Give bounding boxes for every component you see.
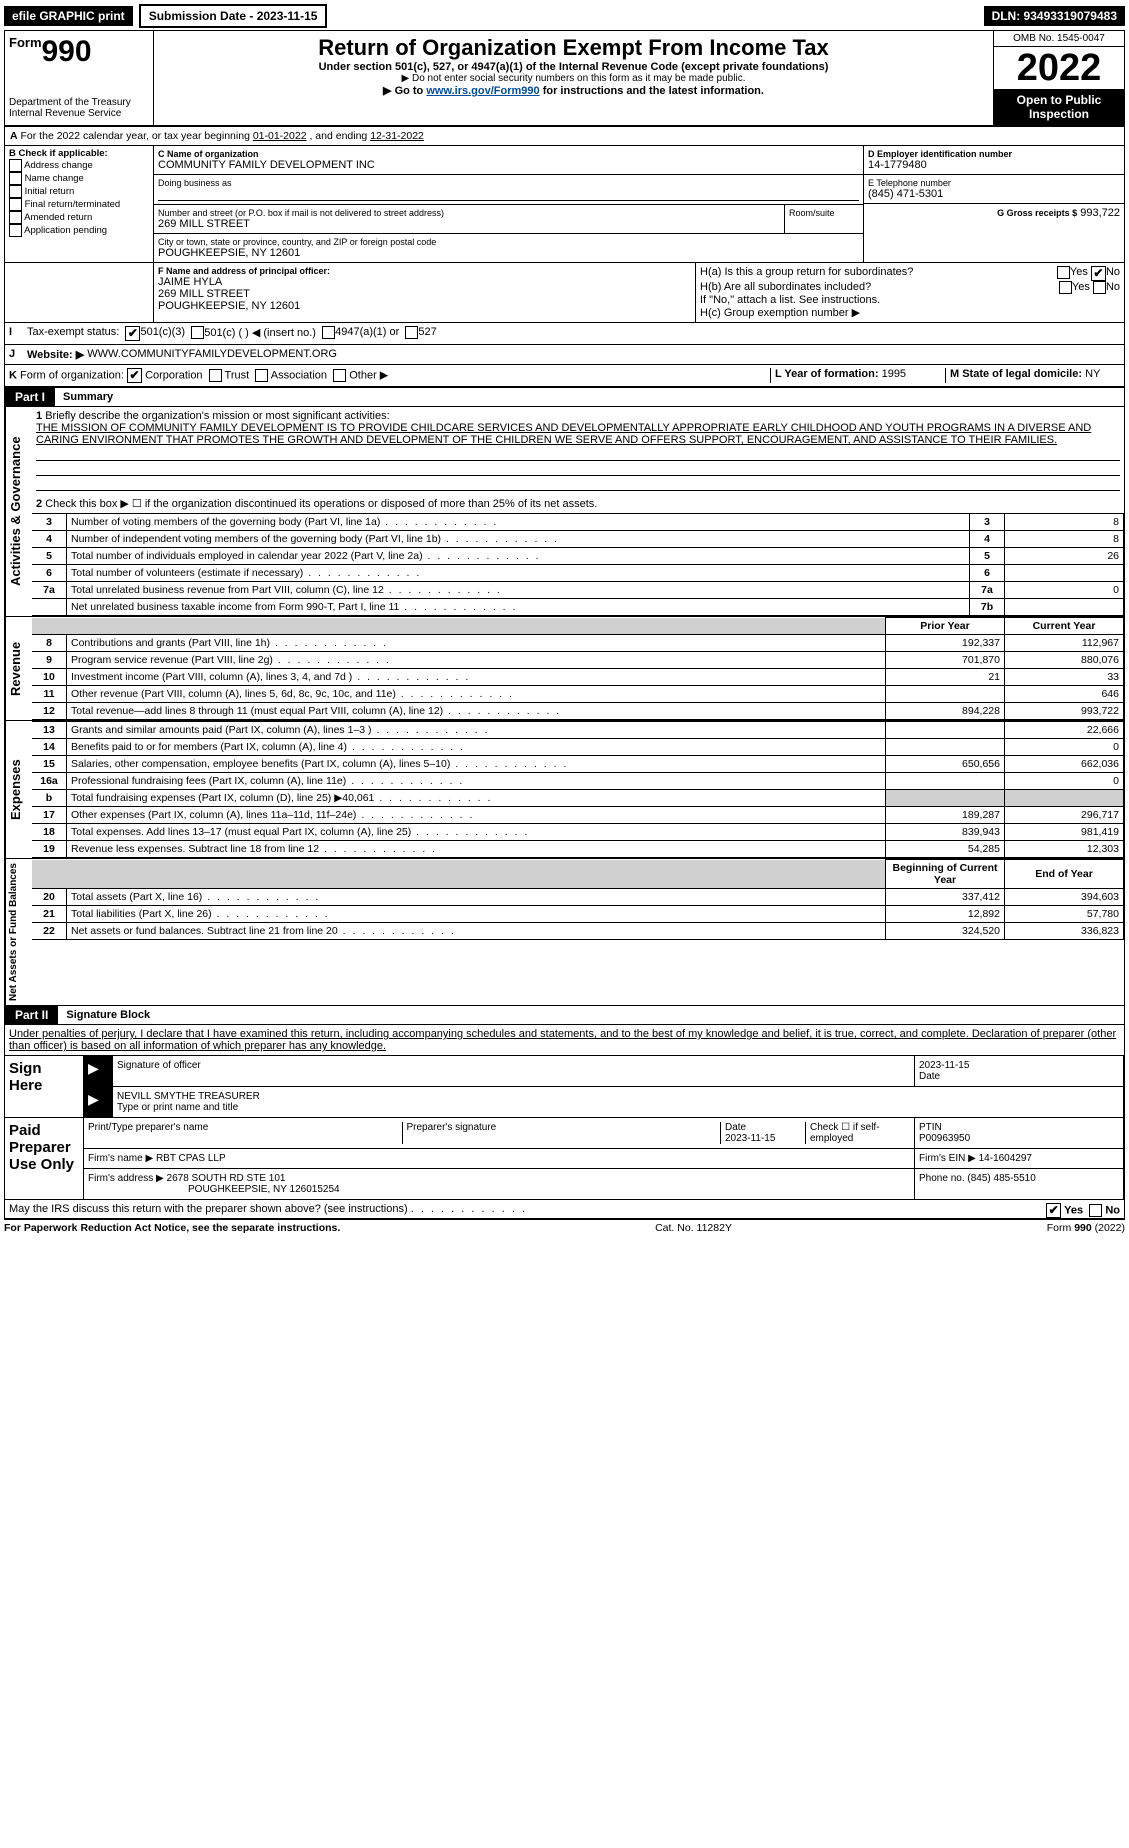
org-name: COMMUNITY FAMILY DEVELOPMENT INC (158, 159, 859, 171)
entity-block: B Check if applicable: Address change Na… (5, 146, 1124, 263)
line-j: J Website: ▶ WWW.COMMUNITYFAMILYDEVELOPM… (5, 345, 1124, 365)
inspection-label: Open to Public Inspection (994, 89, 1124, 125)
table-exp: 13Grants and similar amounts paid (Part … (32, 721, 1124, 858)
chk-address[interactable] (9, 159, 22, 172)
chk-amended[interactable] (9, 211, 22, 224)
part1-body: Activities & Governance 1 Briefly descri… (5, 407, 1124, 616)
hb-no[interactable] (1093, 281, 1106, 294)
irs-link[interactable]: www.irs.gov/Form990 (426, 85, 539, 97)
form-container: Form990 Department of the Treasury Inter… (4, 30, 1125, 1220)
line-klm: K Form of organization: Corporation Trus… (5, 365, 1124, 387)
chk-assoc[interactable] (255, 369, 268, 382)
discuss-no[interactable] (1089, 1204, 1102, 1217)
part1-header: Part I Summary (5, 387, 1124, 407)
col-b: B Check if applicable: Address change Na… (5, 146, 154, 262)
top-bar: efile GRAPHIC print Submission Date - 20… (4, 4, 1125, 28)
chk-other[interactable] (333, 369, 346, 382)
dept-label: Department of the Treasury (9, 97, 149, 108)
form-subtitle: Under section 501(c), 527, or 4947(a)(1)… (158, 61, 989, 73)
header-left: Form990 Department of the Treasury Inter… (5, 31, 154, 125)
col-deg: D Employer identification number 14-1779… (863, 146, 1124, 262)
chk-final[interactable] (9, 198, 22, 211)
form-title: Return of Organization Exempt From Incom… (158, 35, 989, 61)
table-ag: 3Number of voting members of the governi… (32, 513, 1124, 616)
officer-name: JAIME HYLA (158, 276, 691, 288)
form-number: Form990 (9, 35, 149, 69)
ha-no[interactable] (1091, 266, 1106, 281)
page-footer: For Paperwork Reduction Act Notice, see … (4, 1220, 1125, 1234)
ha-yes[interactable] (1057, 266, 1070, 279)
line-i: I Tax-exempt status: 501(c)(3) 501(c) ( … (5, 323, 1124, 345)
table-rev: Prior Year Current Year 8Contributions a… (32, 617, 1124, 720)
phone: (845) 471-5301 (868, 188, 1120, 200)
hb-yes[interactable] (1059, 281, 1072, 294)
discuss-yes[interactable] (1046, 1203, 1061, 1218)
submission-date: Submission Date - 2023-11-15 (139, 4, 328, 28)
omb-number: OMB No. 1545-0047 (994, 31, 1124, 47)
efile-label: efile GRAPHIC print (4, 6, 133, 26)
table-na: Beginning of Current Year End of Year 20… (32, 859, 1124, 940)
chk-4947[interactable] (322, 326, 335, 339)
discuss-row: May the IRS discuss this return with the… (5, 1200, 1124, 1219)
chk-initial[interactable] (9, 185, 22, 198)
tax-year: 2022 (994, 47, 1124, 89)
website: WWW.COMMUNITYFAMILYDEVELOPMENT.ORG (87, 348, 337, 361)
irs-label: Internal Revenue Service (9, 108, 149, 119)
vlabel-rev: Revenue (5, 617, 32, 720)
signature-table: Sign Here ▶ Signature of officer 2023-11… (5, 1055, 1124, 1200)
chk-trust[interactable] (209, 369, 222, 382)
f-h-block: F Name and address of principal officer:… (5, 263, 1124, 323)
mission-text: THE MISSION OF COMMUNITY FAMILY DEVELOPM… (36, 422, 1091, 446)
dba-value (158, 188, 859, 201)
chk-namechg[interactable] (9, 172, 22, 185)
gross-receipts: 993,722 (1080, 207, 1120, 219)
header-mid: Return of Organization Exempt From Incom… (154, 31, 993, 125)
street-address: 269 MILL STREET (158, 218, 780, 230)
ein: 14-1779480 (868, 159, 1120, 171)
form-note2: ▶ Go to www.irs.gov/Form990 for instruct… (158, 84, 989, 97)
header-right: OMB No. 1545-0047 2022 Open to Public In… (993, 31, 1124, 125)
chk-pending[interactable] (9, 224, 22, 237)
part2-header: Part II Signature Block (5, 1005, 1124, 1025)
vlabel-exp: Expenses (5, 721, 32, 858)
chk-501c3[interactable] (125, 326, 140, 341)
declaration: Under penalties of perjury, I declare th… (5, 1025, 1124, 1055)
vlabel-ag: Activities & Governance (5, 407, 32, 616)
form-note1: ▶ Do not enter social security numbers o… (158, 73, 989, 84)
line-a: A For the 2022 calendar year, or tax yea… (5, 127, 1124, 146)
chk-527[interactable] (405, 326, 418, 339)
form-header: Form990 Department of the Treasury Inter… (5, 31, 1124, 127)
chk-corp[interactable] (127, 368, 142, 383)
vlabel-na: Net Assets or Fund Balances (5, 859, 32, 1005)
col-c: C Name of organization COMMUNITY FAMILY … (154, 146, 863, 262)
dln-label: DLN: 93493319079483 (984, 6, 1125, 26)
chk-501c[interactable] (191, 326, 204, 339)
city-state-zip: POUGHKEEPSIE, NY 12601 (158, 247, 859, 259)
